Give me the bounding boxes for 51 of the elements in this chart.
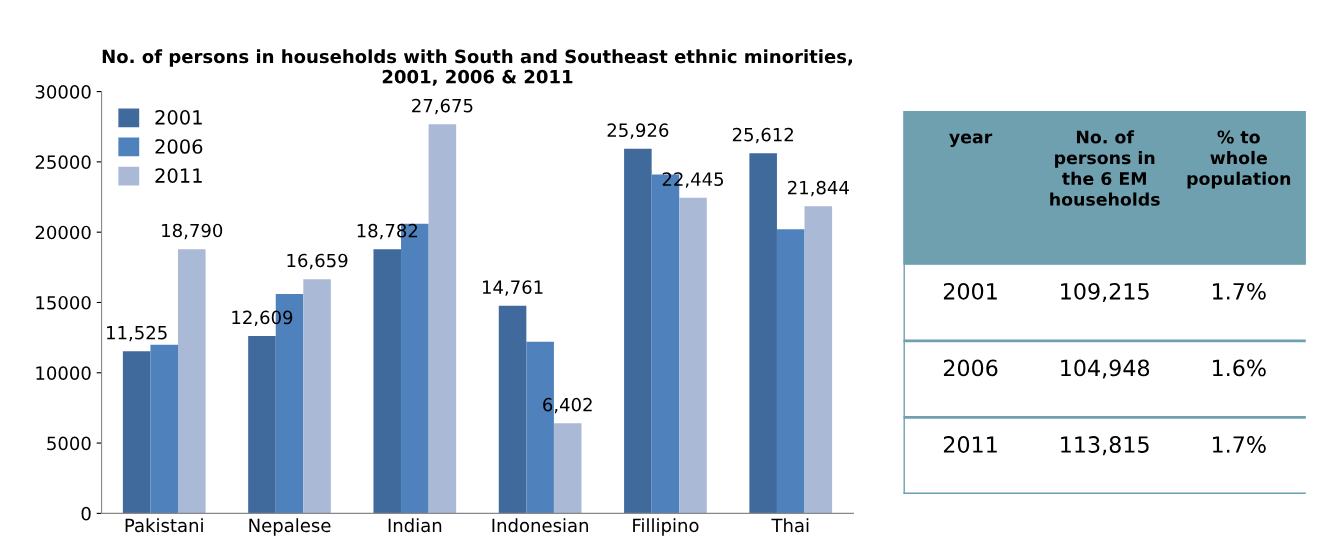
data-label: 16,659 xyxy=(287,253,348,270)
data-label: 11,525 xyxy=(107,325,167,342)
x-tick-label: Fillipino xyxy=(633,518,699,536)
text: 109,215 xyxy=(1061,282,1149,302)
x-tick-label: Pakistani xyxy=(125,518,203,533)
bar xyxy=(428,124,457,514)
bar xyxy=(749,153,777,514)
y-tick-label: 0 xyxy=(81,506,91,521)
data-label: 27,675 xyxy=(412,98,473,115)
chart-title: No. of persons in households with South and Southeast ethnic minorities, 2001, 2006 & 2011 xyxy=(102,49,852,86)
data-label: 25,926 xyxy=(607,123,669,139)
x-tick-label: Thai xyxy=(771,518,809,533)
category-label: % to whole population xyxy=(1187,130,1291,189)
text: 2001 xyxy=(943,282,997,300)
data-label: 21,844 xyxy=(788,180,849,197)
bar xyxy=(553,423,582,514)
text: 113,815 xyxy=(1061,436,1149,456)
bar xyxy=(178,249,206,514)
y-tick-label: 20000 xyxy=(35,225,91,240)
category-label: No. of persons in the 6 EM households xyxy=(1050,130,1160,206)
text: 2011 xyxy=(943,436,997,453)
bar xyxy=(122,351,151,514)
x-tick-label: Indian xyxy=(388,518,442,533)
x-tick-label: Indonesian xyxy=(492,518,588,533)
category-label: year xyxy=(949,133,993,147)
bar xyxy=(498,305,527,514)
bar xyxy=(804,206,833,514)
bar xyxy=(150,344,178,514)
bar xyxy=(679,197,707,514)
y-tick-label: 15000 xyxy=(36,295,91,310)
text: 2006 xyxy=(943,359,998,377)
text: 1.7% xyxy=(1212,436,1266,453)
bar xyxy=(373,249,402,514)
legend-label: 2006 xyxy=(155,139,203,154)
bar xyxy=(248,336,276,514)
y-tick-label: 5000 xyxy=(47,436,91,451)
legend-label: 2011 xyxy=(155,168,202,183)
bar xyxy=(624,148,652,514)
legend-label: 2001 xyxy=(155,110,202,125)
data-label: 25,612 xyxy=(732,127,793,144)
bar xyxy=(303,279,331,514)
y-tick-label: 10000 xyxy=(36,366,91,380)
y-tick-label: 25000 xyxy=(35,155,91,169)
x-tick-label: Nepalese xyxy=(249,518,331,536)
data-label: 14,761 xyxy=(482,280,543,296)
text: 1.7% xyxy=(1212,282,1266,300)
y-tick-label: 30000 xyxy=(35,85,91,99)
text: 104,948 xyxy=(1061,359,1150,379)
text: 1.6% xyxy=(1212,359,1266,377)
bar xyxy=(776,229,805,514)
data-label: 18,790 xyxy=(162,223,223,240)
